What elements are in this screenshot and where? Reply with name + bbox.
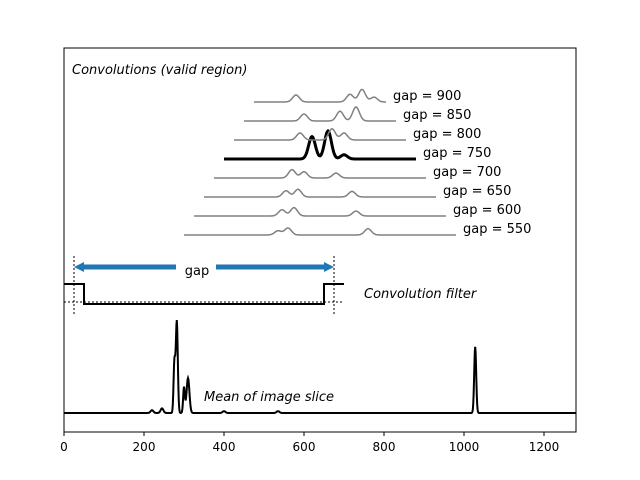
series-label: gap = 900 bbox=[393, 89, 461, 104]
x-tick-label: 1200 bbox=[529, 440, 560, 454]
series-label: gap = 800 bbox=[413, 127, 481, 142]
x-tick-label: 0 bbox=[60, 440, 68, 454]
x-tick-label: 600 bbox=[293, 440, 316, 454]
x-tick-label: 1000 bbox=[449, 440, 480, 454]
x-tick-label: 200 bbox=[133, 440, 156, 454]
series-label: gap = 650 bbox=[443, 184, 511, 199]
gap-arrow-right-head bbox=[324, 262, 334, 272]
x-tick-label: 800 bbox=[373, 440, 396, 454]
x-tick-label: 400 bbox=[213, 440, 236, 454]
gap-arrow-left-shaft bbox=[82, 264, 176, 270]
plot-area bbox=[63, 47, 577, 433]
series-layer: gap = 550 gap = 600 gap = 650 gap = 700 gap … bbox=[184, 88, 531, 237]
gap-arrow-right-shaft bbox=[216, 264, 326, 270]
series-line bbox=[234, 128, 406, 141]
series-line bbox=[204, 188, 436, 198]
gap-arrow-left-head bbox=[74, 262, 84, 272]
gap-label: gap bbox=[185, 264, 209, 279]
series-label: gap = 750 bbox=[423, 146, 491, 161]
filter-label: Convolution filter bbox=[364, 287, 478, 302]
mean-line bbox=[64, 320, 576, 415]
filter-line bbox=[64, 283, 344, 305]
series-label: gap = 600 bbox=[453, 203, 521, 218]
series-label: gap = 850 bbox=[403, 108, 471, 123]
series-line bbox=[244, 106, 396, 122]
panel-title: Convolutions (valid region) bbox=[72, 63, 247, 78]
series-line bbox=[254, 88, 386, 103]
mean-layer bbox=[64, 320, 576, 415]
filter-layer bbox=[64, 256, 344, 314]
series-line bbox=[184, 227, 456, 236]
x-axis: 0 200 400 600 800 1000 1200 bbox=[60, 432, 559, 454]
series-label: gap = 550 bbox=[463, 222, 531, 237]
series-line bbox=[194, 206, 446, 217]
series-line bbox=[224, 128, 416, 161]
mean-label: Mean of image slice bbox=[204, 390, 334, 405]
series-line bbox=[214, 168, 426, 179]
series-label: gap = 700 bbox=[433, 165, 501, 180]
